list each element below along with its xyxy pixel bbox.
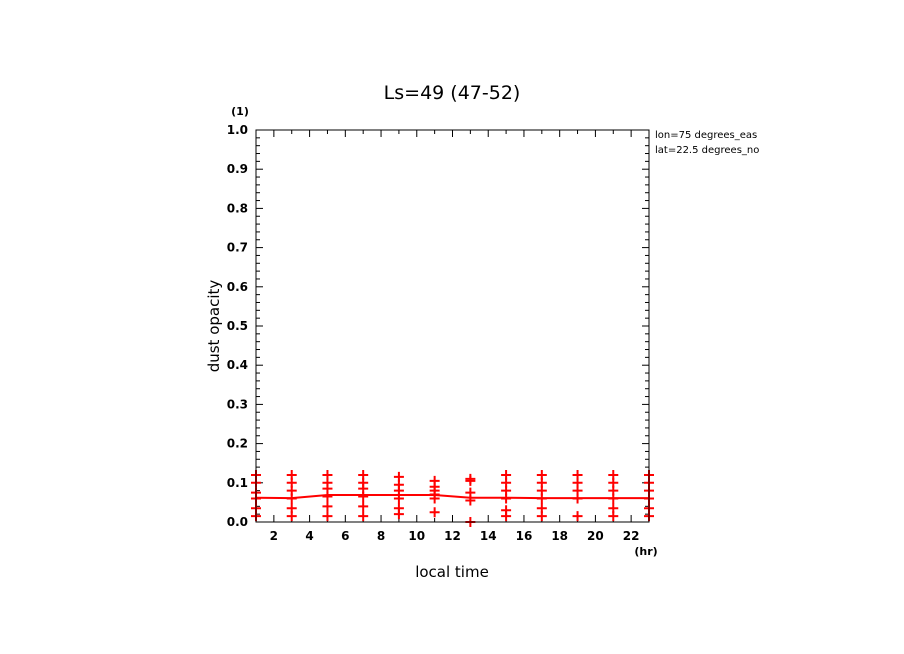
data-point-plus xyxy=(501,511,512,522)
axis-tick-labels: 0.0 0.1 0.2 0.3 0.4 0.5 0.6 0.7 0.8 0.9 1.0 2 4 6 8 10 1… xyxy=(227,123,640,543)
data-point-plus xyxy=(501,493,512,504)
y-tick-label: 0.1 xyxy=(227,476,248,490)
chart-title: Ls=49 (47-52) xyxy=(384,82,521,104)
mean-opacity-line xyxy=(255,494,649,500)
data-point-plus xyxy=(358,491,369,502)
y-tick-label: 0.2 xyxy=(227,437,248,451)
y-tick-label: 1.0 xyxy=(227,123,248,137)
data-marks xyxy=(251,469,654,527)
x-tick-label: 16 xyxy=(516,529,533,543)
x-tick-label: 22 xyxy=(623,529,640,543)
data-point-plus xyxy=(608,493,619,504)
x-unit-label: (hr) xyxy=(634,545,657,558)
axis-ticks xyxy=(255,129,650,523)
data-point-plus xyxy=(393,493,404,504)
y-tick-label: 0.0 xyxy=(227,515,248,529)
data-point-plus xyxy=(608,511,619,522)
data-point-plus xyxy=(429,507,440,518)
y-axis-title: dust opacity xyxy=(205,280,223,373)
lat-annotation: lat=22.5 degrees_no xyxy=(655,145,759,156)
data-point-plus xyxy=(465,495,476,506)
y-tick-label: 0.8 xyxy=(227,201,248,215)
x-axis-title: local time xyxy=(415,563,489,581)
data-point-plus xyxy=(286,493,297,504)
data-point-plus xyxy=(393,509,404,520)
data-point-plus xyxy=(322,491,333,502)
x-tick-label: 10 xyxy=(408,529,425,543)
y-tick-label: 0.4 xyxy=(227,358,248,372)
x-tick-label: 20 xyxy=(587,529,604,543)
data-point-plus xyxy=(358,501,369,512)
data-point-plus xyxy=(465,475,476,486)
data-point-plus xyxy=(286,511,297,522)
y-tick-label: 0.7 xyxy=(227,241,248,255)
x-tick-label: 6 xyxy=(341,529,349,543)
x-tick-label: 12 xyxy=(444,529,461,543)
x-tick-label: 18 xyxy=(551,529,568,543)
data-point-plus xyxy=(429,493,440,504)
x-tick-label: 14 xyxy=(480,529,497,543)
plot-frame xyxy=(255,129,650,523)
data-point-plus xyxy=(322,511,333,522)
y-tick-label: 0.5 xyxy=(227,319,248,333)
data-point-plus xyxy=(536,493,547,504)
x-tick-label: 2 xyxy=(270,529,278,543)
y-unit-label: (1) xyxy=(231,105,249,118)
x-tick-label: 4 xyxy=(305,529,313,543)
data-point-plus xyxy=(358,511,369,522)
y-tick-label: 0.6 xyxy=(227,280,248,294)
y-tick-label: 0.9 xyxy=(227,162,248,176)
data-point-plus xyxy=(572,511,583,522)
x-tick-label: 8 xyxy=(377,529,385,543)
data-point-plus xyxy=(536,511,547,522)
lon-annotation: lon=75 degrees_eas xyxy=(655,130,757,141)
data-point-plus xyxy=(322,501,333,512)
data-point-plus xyxy=(572,493,583,504)
y-tick-label: 0.3 xyxy=(227,397,248,411)
